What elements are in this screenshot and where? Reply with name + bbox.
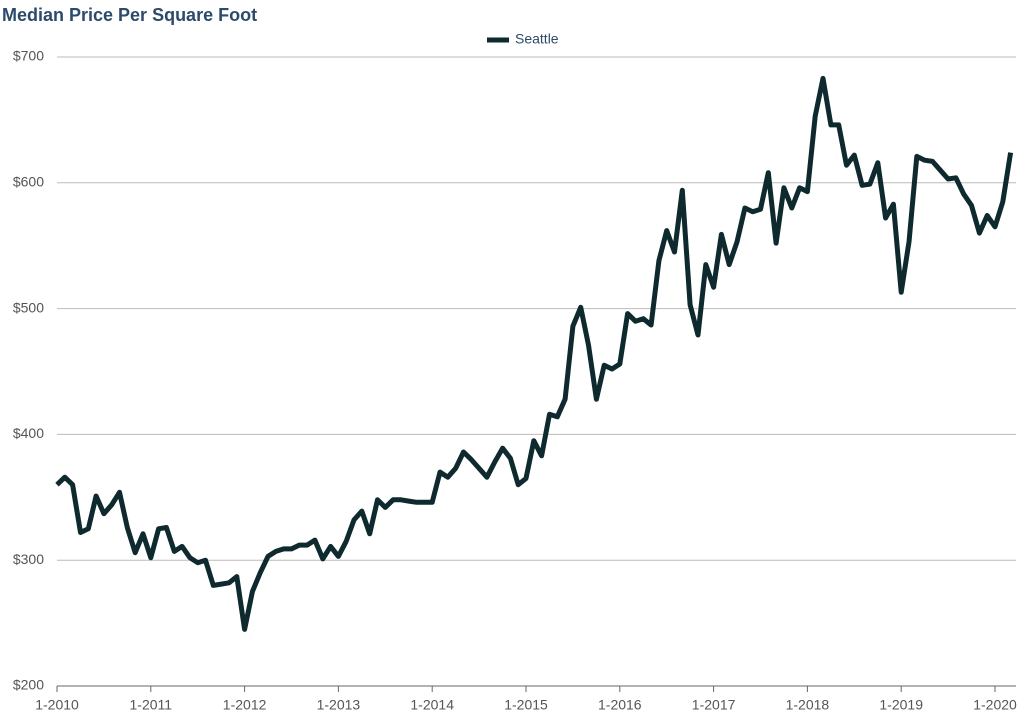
x-tick-label: 1-2012 [223, 697, 267, 713]
x-tick-label: 1-2013 [317, 697, 361, 713]
x-tick-label: 1-2017 [692, 697, 736, 713]
legend-label: Seattle [515, 31, 559, 47]
x-tick-label: 1-2014 [410, 697, 454, 713]
y-tick-label: $500 [13, 299, 44, 315]
chart-title: Median Price Per Square Foot [2, 5, 257, 25]
x-tick-label: 1-2019 [879, 697, 923, 713]
y-tick-label: $300 [13, 551, 44, 567]
x-tick-label: 1-2016 [598, 697, 642, 713]
y-tick-label: $400 [13, 425, 44, 441]
x-tick-label: 1-2011 [130, 697, 173, 713]
data-line [55, 75, 1014, 632]
x-tick-label: 1-2020 [973, 697, 1017, 713]
x-tick-label: 1-2018 [786, 697, 830, 713]
y-tick-label: $600 [13, 174, 44, 190]
y-tick-label: $700 [13, 48, 44, 64]
x-tick-label: 1-2015 [504, 697, 548, 713]
x-tick-label: 1-2010 [35, 697, 79, 713]
y-tick-label: $200 [13, 677, 44, 693]
